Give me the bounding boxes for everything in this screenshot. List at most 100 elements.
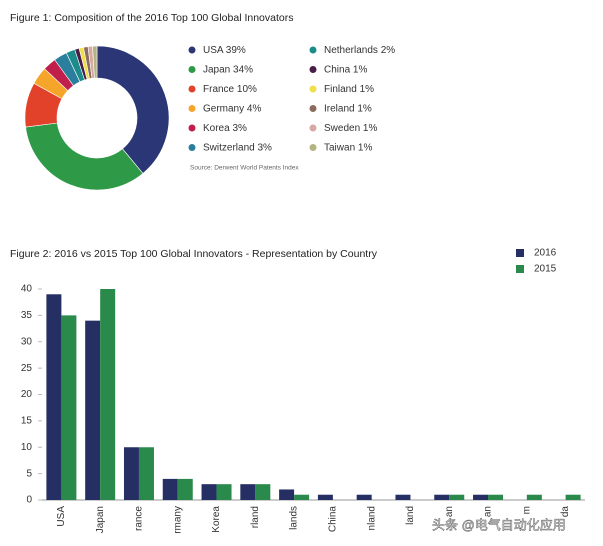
legend-label: Ireland 1%	[324, 103, 372, 114]
legend-name: Ireland	[324, 103, 355, 114]
bar	[85, 320, 101, 500]
bar	[356, 494, 372, 500]
bar	[395, 494, 411, 500]
legend-swatch	[188, 144, 196, 151]
legend-name: France	[203, 84, 235, 95]
legend-value: 1%	[357, 103, 372, 114]
bar	[240, 484, 256, 500]
bar	[434, 494, 450, 500]
legend-name: Switzerland	[203, 142, 255, 153]
legend-swatch	[309, 85, 317, 93]
y-tick-label: 20	[21, 389, 33, 400]
x-tick-label: m	[521, 506, 532, 514]
y-tick-label: 0	[26, 495, 32, 506]
x-tick-label: lands	[289, 506, 300, 530]
legend-label: 2016	[534, 248, 557, 259]
legend-value: 1%	[353, 64, 368, 75]
legend-swatch	[309, 124, 317, 132]
legend-swatch	[309, 105, 317, 112]
legend-name: Sweden	[324, 123, 360, 134]
bar	[449, 494, 465, 500]
legend-name: Japan	[203, 64, 230, 75]
legend-value: 34%	[233, 64, 253, 75]
x-tick-label: land	[405, 506, 416, 525]
legend-value: 39%	[226, 45, 246, 56]
legend-swatch	[188, 66, 196, 73]
legend-swatch	[188, 85, 196, 93]
x-tick-label: Korea	[211, 506, 222, 533]
x-tick-label: rland	[250, 506, 261, 528]
y-tick-label: 35	[21, 310, 33, 321]
legend-swatch	[309, 144, 317, 151]
bar	[216, 484, 232, 500]
legend-value: 10%	[237, 84, 257, 95]
legend-name: Netherlands	[324, 45, 378, 56]
pie-slice	[25, 122, 144, 191]
legend-name: Germany	[203, 103, 244, 114]
y-tick-label: 10	[21, 442, 33, 453]
bar	[201, 484, 217, 500]
x-tick-label: rance	[134, 506, 145, 531]
pie-slice	[92, 45, 98, 79]
figure-2-title: Figure 2: 2016 vs 2015 Top 100 Global In…	[10, 248, 378, 260]
legend-value: 3%	[232, 123, 247, 134]
y-tick-label: 25	[21, 363, 33, 374]
bar	[279, 489, 295, 500]
legend-label: Switzerland 3%	[203, 142, 272, 153]
x-tick-label: da	[560, 506, 571, 518]
legend-label: Japan 34%	[203, 64, 253, 75]
legend-name: Taiwan	[324, 142, 355, 153]
legend-label: Germany 4%	[203, 103, 261, 114]
bar	[138, 447, 154, 500]
x-tick-label: an	[444, 506, 455, 517]
bar	[46, 294, 62, 500]
bar	[488, 494, 504, 500]
bar	[526, 494, 542, 500]
bar	[162, 478, 178, 500]
bar	[473, 494, 489, 500]
x-tick-label: rmany	[172, 506, 183, 534]
x-tick-label: China	[328, 506, 339, 533]
source: Source: Derwent World Patents Index	[190, 165, 299, 172]
bar	[294, 494, 310, 500]
y-tick-label: 30	[21, 336, 33, 347]
legend-label: 2015	[534, 264, 557, 275]
legend-value: 1%	[358, 142, 373, 153]
x-tick-label: an	[483, 506, 494, 517]
legend-label: USA 39%	[203, 45, 246, 56]
bar	[177, 478, 193, 500]
legend-name: USA	[203, 45, 224, 56]
x-tick-label: nland	[366, 506, 377, 530]
bar	[255, 484, 271, 500]
watermark: 头条 @电气自动化应用	[432, 517, 566, 532]
legend-swatch	[188, 105, 196, 112]
bar	[61, 315, 77, 500]
legend-label: Sweden 1%	[324, 123, 377, 134]
bar	[565, 494, 581, 500]
y-tick-label: 15	[21, 416, 33, 427]
legend-label: France 10%	[203, 84, 257, 95]
legend-name: China	[324, 64, 351, 75]
legend-value: 2%	[381, 45, 396, 56]
legend-swatch	[516, 249, 524, 257]
legend-swatch	[188, 46, 196, 54]
bar	[100, 289, 116, 500]
legend-name: Korea	[203, 123, 230, 134]
legend-label: Netherlands 2%	[324, 45, 395, 56]
x-tick-label: Japan	[95, 506, 106, 533]
legend-value: 4%	[247, 103, 262, 114]
legend-label: Taiwan 1%	[324, 142, 372, 153]
x-tick-label: USA	[56, 506, 67, 527]
legend-swatch	[516, 265, 524, 273]
legend-label: China 1%	[324, 64, 367, 75]
legend-value: 1%	[363, 123, 378, 134]
figure-1-title: Figure 1: Composition of the 2016 Top 10…	[10, 12, 294, 24]
legend-value: 1%	[360, 84, 375, 95]
y-tick-label: 5	[26, 468, 32, 479]
legend-value: 3%	[257, 142, 272, 153]
legend-swatch	[309, 66, 317, 73]
pie-slice	[96, 45, 170, 174]
y-tick-label: 40	[21, 284, 33, 295]
bar	[317, 494, 333, 500]
